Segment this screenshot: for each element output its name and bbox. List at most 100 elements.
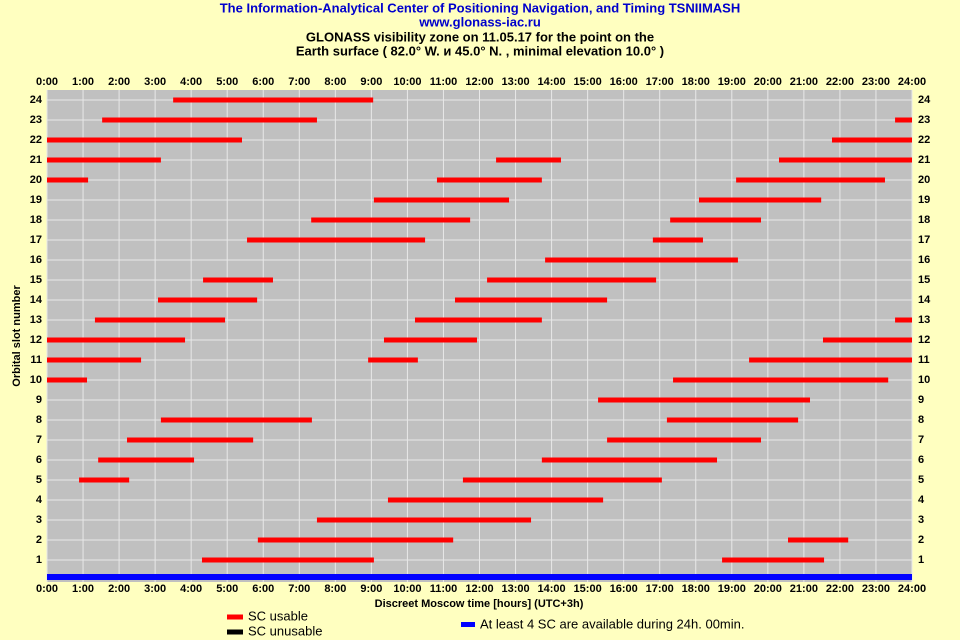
- visibility-bar: [496, 157, 561, 163]
- x-tick-label: 24:00: [898, 76, 926, 88]
- y-axis-label: Orbital slot number: [11, 285, 23, 387]
- x-tick-label: 13:00: [501, 76, 529, 88]
- x-tick-label: 1:00: [72, 583, 94, 595]
- legend-label: SC usable: [248, 608, 308, 623]
- visibility-bar: [94, 317, 226, 323]
- x-tick-label: 23:00: [862, 76, 890, 88]
- y-tick-label: 5: [918, 474, 924, 486]
- x-tick-label: 15:00: [574, 76, 602, 88]
- chart-title: The Information-Analytical Center of Pos…: [220, 0, 741, 15]
- y-tick-label: 19: [918, 194, 930, 206]
- y-tick-label: 16: [918, 254, 930, 266]
- visibility-bar: [79, 477, 130, 483]
- legend-swatch: [461, 622, 475, 627]
- y-tick-label: 12: [30, 334, 42, 346]
- visibility-bar: [722, 557, 825, 563]
- x-tick-label: 6:00: [252, 583, 274, 595]
- x-tick-label: 3:00: [144, 583, 166, 595]
- visibility-bar: [414, 317, 542, 323]
- visibility-bar: [98, 457, 195, 463]
- y-tick-label: 9: [918, 394, 924, 406]
- visibility-bar: [311, 217, 471, 223]
- x-tick-label: 4:00: [180, 76, 202, 88]
- y-tick-label: 16: [30, 254, 42, 266]
- x-tick-label: 18:00: [682, 76, 710, 88]
- visibility-bar: [541, 457, 718, 463]
- y-tick-label: 1: [918, 554, 924, 566]
- x-tick-label: 17:00: [646, 76, 674, 88]
- x-tick-label: 7:00: [288, 76, 310, 88]
- legend-label: SC unusable: [248, 623, 322, 638]
- x-tick-label: 14:00: [538, 76, 566, 88]
- visibility-bar: [462, 477, 662, 483]
- visibility-bar: [47, 157, 161, 163]
- y-tick-label: 8: [918, 414, 924, 426]
- x-tick-label: 10:00: [393, 76, 421, 88]
- visibility-bar: [160, 417, 312, 423]
- y-tick-label: 14: [918, 294, 931, 306]
- y-tick-label: 13: [918, 314, 930, 326]
- y-tick-label: 10: [30, 374, 42, 386]
- visibility-bar: [698, 197, 822, 203]
- x-tick-label: 14:00: [538, 583, 566, 595]
- visibility-bar: [127, 437, 254, 443]
- visibility-bar: [158, 297, 258, 303]
- y-tick-label: 22: [30, 134, 42, 146]
- y-tick-label: 4: [918, 494, 925, 506]
- y-tick-label: 2: [918, 534, 924, 546]
- chart-heading: GLONASS visibility zone on 11.05.17 for …: [306, 29, 654, 44]
- x-tick-label: 21:00: [790, 583, 818, 595]
- x-tick-label: 16:00: [610, 583, 638, 595]
- x-tick-label: 1:00: [72, 76, 94, 88]
- y-tick-label: 9: [36, 394, 42, 406]
- x-tick-label: 11:00: [430, 583, 458, 595]
- x-tick-label: 21:00: [790, 76, 818, 88]
- visibility-bar: [454, 297, 608, 303]
- visibility-bar: [670, 217, 761, 223]
- x-tick-label: 5:00: [216, 583, 238, 595]
- visibility-bar: [373, 197, 510, 203]
- y-tick-label: 11: [918, 354, 930, 366]
- visibility-bar: [895, 117, 912, 123]
- y-tick-label: 17: [918, 234, 930, 246]
- y-tick-label: 2: [36, 534, 42, 546]
- x-tick-label: 12:00: [465, 583, 493, 595]
- x-tick-label: 0:00: [36, 583, 58, 595]
- visibility-bar: [47, 377, 88, 383]
- y-tick-label: 19: [30, 194, 42, 206]
- visibility-bar: [736, 177, 885, 183]
- visibility-bar: [387, 497, 604, 503]
- x-tick-label: 9:00: [360, 76, 382, 88]
- y-tick-label: 10: [918, 374, 930, 386]
- x-tick-label: 5:00: [216, 76, 238, 88]
- visibility-bar: [203, 277, 273, 283]
- x-tick-label: 19:00: [718, 76, 746, 88]
- x-tick-label: 22:00: [826, 76, 854, 88]
- x-tick-label: 20:00: [754, 583, 782, 595]
- chart-heading: Earth surface ( 82.0° W. и 45.0° N. , mi…: [296, 43, 664, 58]
- x-tick-label: 6:00: [252, 76, 274, 88]
- x-tick-label: 23:00: [862, 583, 890, 595]
- visibility-bar: [368, 357, 418, 363]
- y-tick-label: 1: [36, 554, 42, 566]
- y-tick-label: 23: [30, 114, 42, 126]
- x-tick-label: 16:00: [610, 76, 638, 88]
- visibility-bar: [749, 357, 912, 363]
- x-tick-label: 12:00: [465, 76, 493, 88]
- x-tick-label: 17:00: [646, 583, 674, 595]
- x-tick-label: 22:00: [826, 583, 854, 595]
- x-tick-label: 19:00: [718, 583, 746, 595]
- y-tick-label: 20: [30, 174, 42, 186]
- y-tick-label: 18: [918, 214, 930, 226]
- x-tick-label: 15:00: [574, 583, 602, 595]
- x-tick-label: 4:00: [180, 583, 202, 595]
- x-tick-label: 11:00: [430, 76, 458, 88]
- y-tick-label: 15: [918, 274, 930, 286]
- y-tick-label: 23: [918, 114, 930, 126]
- x-tick-label: 0:00: [36, 76, 58, 88]
- x-tick-label: 10:00: [393, 583, 421, 595]
- y-tick-label: 20: [918, 174, 930, 186]
- visibility-bar: [545, 257, 738, 263]
- visibility-bar: [173, 97, 374, 103]
- legend-label: At least 4 SC are available during 24h. …: [480, 616, 745, 631]
